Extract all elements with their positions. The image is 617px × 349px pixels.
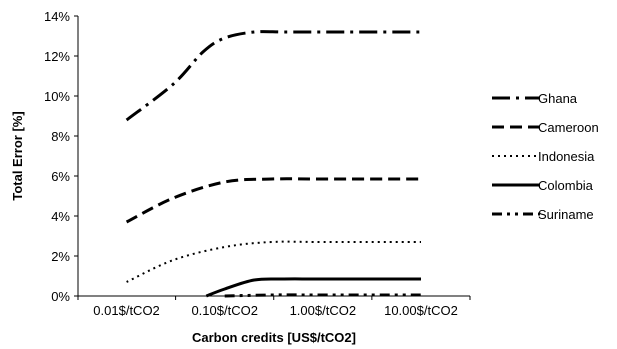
y-tick-label: 6% [51,169,70,184]
y-tick-label: 10% [44,89,70,104]
series-line-ghana [125,30,421,122]
legend-label-suriname: Suriname [538,207,594,222]
x-tick-label: 10.00$/tCO2 [384,303,458,318]
y-tick-label: 4% [51,209,70,224]
x-axis-title: Carbon credits [US$/tCO2] [192,330,356,345]
series-line-cameroon [125,177,421,224]
legend: Ghana Cameroon Indonesia Colombia Suriname [492,91,599,222]
y-tick-label: 0% [51,289,70,304]
legend-label-colombia: Colombia [538,178,594,193]
legend-label-cameroon: Cameroon [538,120,599,135]
y-tick-label: 12% [44,49,70,64]
y-axis-title: Total Error [%] [10,111,25,200]
x-tick-label: 1.00$/tCO2 [290,303,357,318]
series-line-colombia [205,277,421,298]
series-line-suriname [224,293,421,298]
y-tick-label: 14% [44,9,70,24]
x-tick-label: 0.01$/tCO2 [93,303,160,318]
legend-label-indonesia: Indonesia [538,149,595,164]
series-lines [125,30,421,298]
x-tick-label: 0.10$/tCO2 [191,303,258,318]
axes: 0% 2% 4% 6% 8% 10% 12% 14% 0.01$/tCO2 0.10$/tCO2 1… [44,9,471,318]
legend-label-ghana: Ghana [538,91,578,106]
y-tick-label: 2% [51,249,70,264]
series-line-indonesia [126,240,421,283]
y-tick-label: 8% [51,129,70,144]
